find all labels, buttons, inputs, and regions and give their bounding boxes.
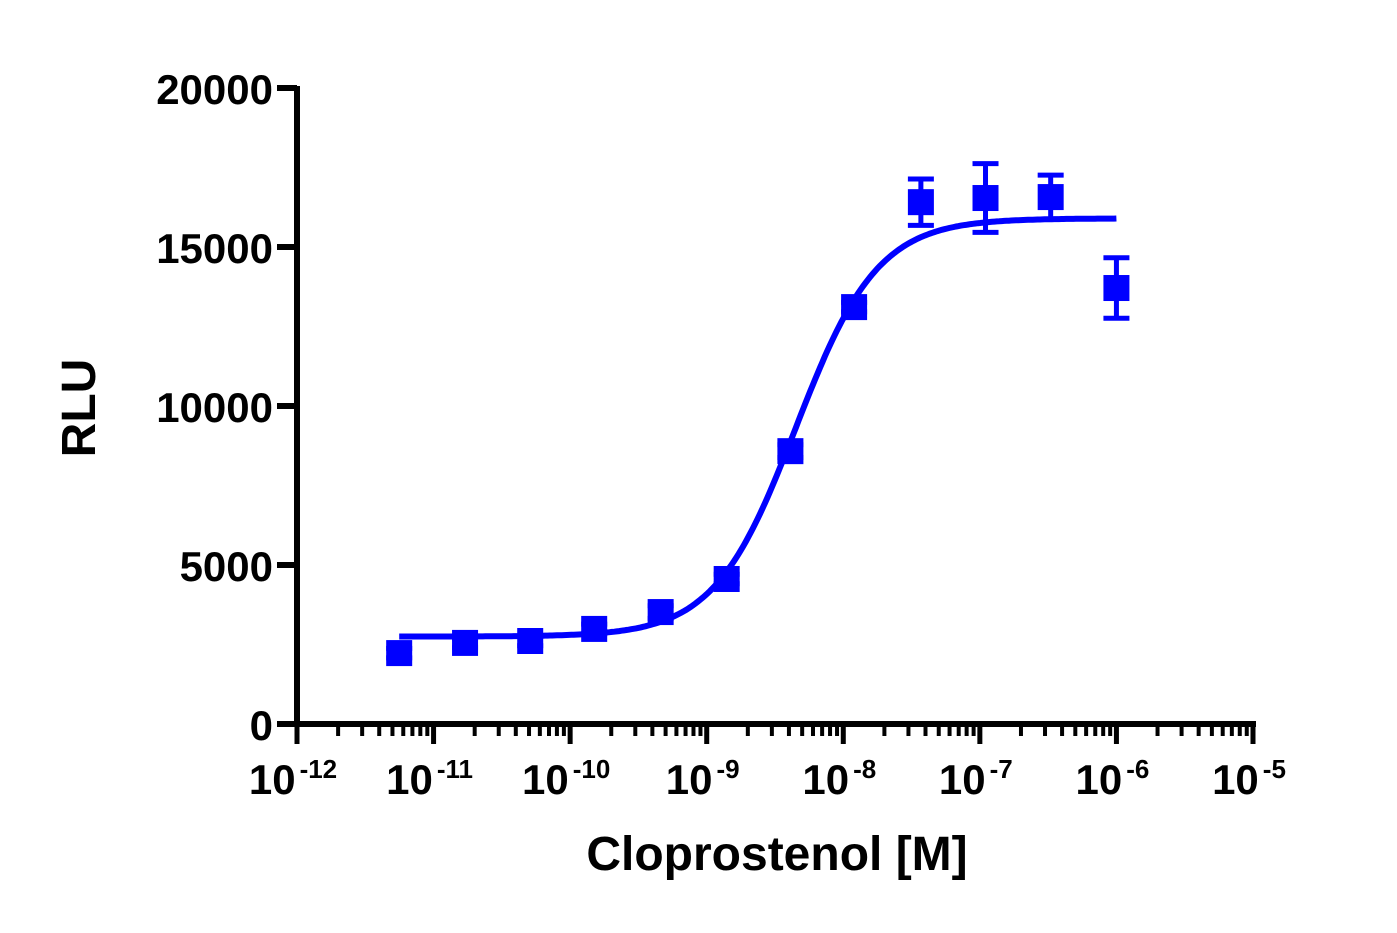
data-point-marker bbox=[1103, 275, 1130, 302]
y-tick-label: 5000 bbox=[180, 543, 273, 590]
data-point-group bbox=[777, 438, 804, 465]
data-point-group bbox=[1103, 255, 1130, 321]
data-point-marker bbox=[777, 438, 804, 465]
data-point-marker bbox=[386, 640, 413, 667]
y-tick-label: 0 bbox=[250, 702, 273, 749]
data-point-marker bbox=[972, 185, 999, 212]
x-tick-label: 10 -8 bbox=[802, 754, 876, 803]
data-point-marker bbox=[841, 294, 868, 321]
x-tick-label: 10 -12 bbox=[249, 754, 337, 803]
data-point-group bbox=[907, 176, 934, 228]
data-point-marker bbox=[713, 565, 740, 592]
data-point-group bbox=[452, 629, 479, 656]
x-tick-label: 10 -11 bbox=[386, 754, 473, 803]
y-tick-label: 10000 bbox=[156, 384, 273, 431]
data-point-group bbox=[581, 615, 608, 642]
x-tick-label: 10 -7 bbox=[939, 754, 1013, 803]
data-points bbox=[386, 161, 1130, 667]
data-point-group bbox=[972, 161, 999, 235]
data-point-marker bbox=[647, 599, 674, 626]
fit-curve bbox=[399, 215, 1117, 640]
x-tick-label: 10 -5 bbox=[1212, 754, 1286, 803]
axes: 0 5000 10000 15000 20000 10 -12 10 -11 10 -10 10 -9 1… bbox=[156, 66, 1286, 803]
y-tick-label: 15000 bbox=[156, 225, 273, 272]
x-axis-label: Cloprostenol [M] bbox=[586, 828, 967, 881]
data-point-group bbox=[647, 599, 674, 626]
data-point-group bbox=[1037, 172, 1064, 222]
data-point-group bbox=[713, 565, 740, 592]
data-point-group bbox=[841, 294, 868, 321]
data-point-group bbox=[386, 640, 413, 667]
data-point-marker bbox=[907, 189, 934, 216]
y-axis-label: RLU bbox=[53, 359, 106, 458]
data-point-marker bbox=[581, 615, 608, 642]
fit-curve-group bbox=[399, 215, 1117, 640]
data-point-marker bbox=[452, 629, 479, 656]
x-tick-label: 10 -10 bbox=[522, 754, 610, 803]
data-point-group bbox=[517, 628, 544, 655]
y-tick-label: 20000 bbox=[156, 66, 273, 113]
x-tick-label: 10 -6 bbox=[1076, 754, 1150, 803]
x-tick-label: 10 -9 bbox=[666, 754, 740, 803]
data-point-marker bbox=[1037, 184, 1064, 211]
data-point-marker bbox=[517, 628, 544, 655]
